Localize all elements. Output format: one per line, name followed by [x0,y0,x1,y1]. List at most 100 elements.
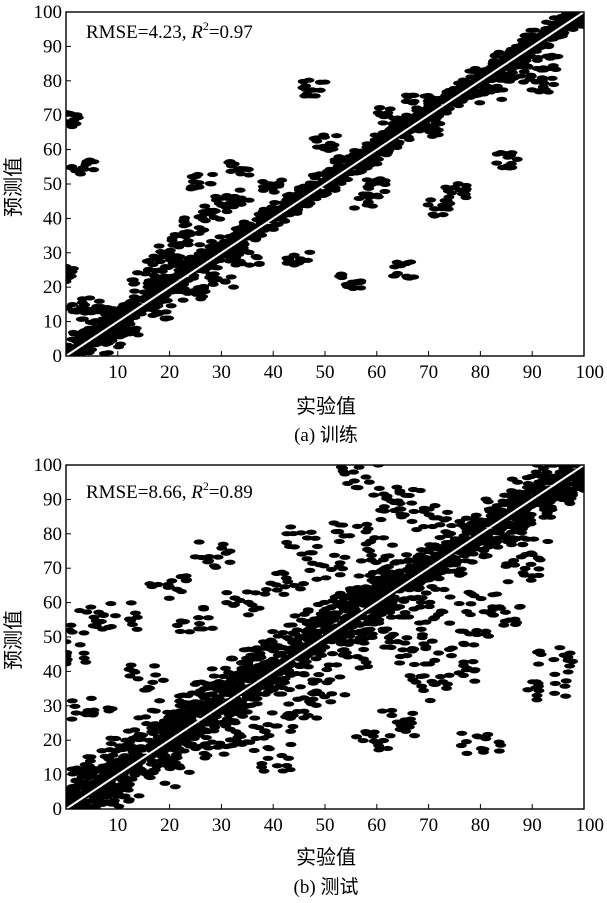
scatter-point [482,731,494,738]
scatter-point [262,721,274,728]
scatter-point [137,732,149,738]
scatter-point [480,736,492,742]
scatter-point [123,746,135,752]
scatter-point [391,559,403,565]
scatter-point [432,132,444,138]
scatter-point [346,169,358,176]
scatter-point [123,754,135,760]
scatter-point [442,509,454,515]
scatter-point [518,572,530,578]
scatter-point [177,297,189,303]
scatter-point [132,270,144,276]
scatter-point [163,280,175,286]
scatter-point [537,465,549,472]
scatter-point [479,539,491,545]
metrics-annotation-a: RMSE=4.23, R2=0.97 [86,19,253,43]
scatter-point [311,677,323,684]
scatter-point [217,541,229,547]
scatter-point [166,235,178,241]
x-tick-label: 60 [367,815,386,836]
scatter-point [266,204,278,210]
scatter-point [188,185,200,191]
scatter-point [502,579,514,585]
scatter-point [126,277,138,283]
scatter-point [530,679,542,685]
scatter-point [429,206,441,212]
y-tick-label: 70 [43,558,62,579]
scatter-point [280,714,292,720]
scatter-point [231,674,243,680]
scatter-point [458,659,470,665]
scatter-point [397,647,409,653]
scatter-point [334,572,346,578]
scatter-point [110,735,122,742]
scatter-point [497,87,509,93]
scatter-point [70,309,82,315]
scatter-point [360,659,372,665]
scatter-point [446,645,458,651]
scatter-point [116,320,128,327]
scatter-point [250,253,262,260]
scatter-point [129,727,141,733]
scatter-point [501,78,513,84]
scatter-point [339,601,351,607]
scatter-point [338,533,350,539]
scatter-point [230,262,242,268]
scatter-point [409,733,421,739]
scatter-point [246,602,258,608]
scatter-point [84,295,96,301]
scatter-point [422,106,434,112]
scatter-point [147,261,159,268]
scatter-point [384,639,396,645]
scatter-point [176,261,188,267]
scatter-point [158,298,170,304]
panel-a-training: 10 20 30 40 50 60 70 80 90 100 010203040506070809… [1,2,604,446]
x-tick-label: 50 [316,362,335,383]
scatter-point [182,238,194,244]
scatter-point [556,496,568,502]
scatter-point [373,747,385,753]
scatter-point [423,603,435,610]
scatter-point [507,524,519,530]
scatter-point [386,594,398,600]
scatter-point [129,772,141,778]
scatter-point [403,136,415,143]
scatter-point [533,566,545,572]
scatter-point [226,655,238,661]
scatter-point [165,744,177,750]
scatter-point [296,663,308,669]
scatter-point [460,739,472,745]
scatter-point [530,469,542,475]
scatter-point [454,571,466,577]
scatter-point [291,627,303,633]
scatter-point [549,671,561,677]
scatter-point [253,605,265,611]
scatter-point [66,787,72,793]
scatter-point [318,599,330,606]
scatter-point [66,784,78,790]
scatter-point [443,194,455,200]
scatter-point [313,672,325,678]
scatter-point [440,540,452,546]
scatter-point [117,313,129,319]
scatter-point [548,656,560,663]
y-tick-label: 50 [43,174,62,195]
scatter-point [416,558,428,564]
scatter-point [325,699,337,705]
scatter-point [267,628,279,635]
scatter-point [554,469,566,475]
scatter-point [350,484,362,491]
scatter-point [573,19,584,25]
scatter-point [81,160,93,166]
scatter-point [186,713,198,719]
scatter-point [105,315,117,321]
scatter-point [149,767,161,773]
scatter-point [105,740,117,747]
scatter-point [355,558,367,564]
scatter-point [369,137,381,143]
scatter-point [85,604,97,610]
scatter-point [396,117,408,123]
scatter-point [529,490,541,496]
